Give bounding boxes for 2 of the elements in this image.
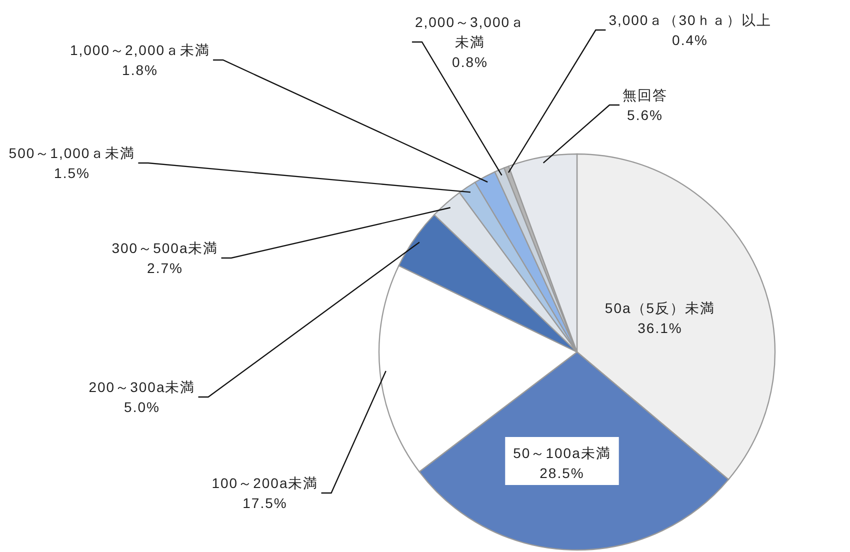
data-label: 28.5% xyxy=(540,465,584,481)
slice-label: 50～100a未満 xyxy=(513,445,611,461)
